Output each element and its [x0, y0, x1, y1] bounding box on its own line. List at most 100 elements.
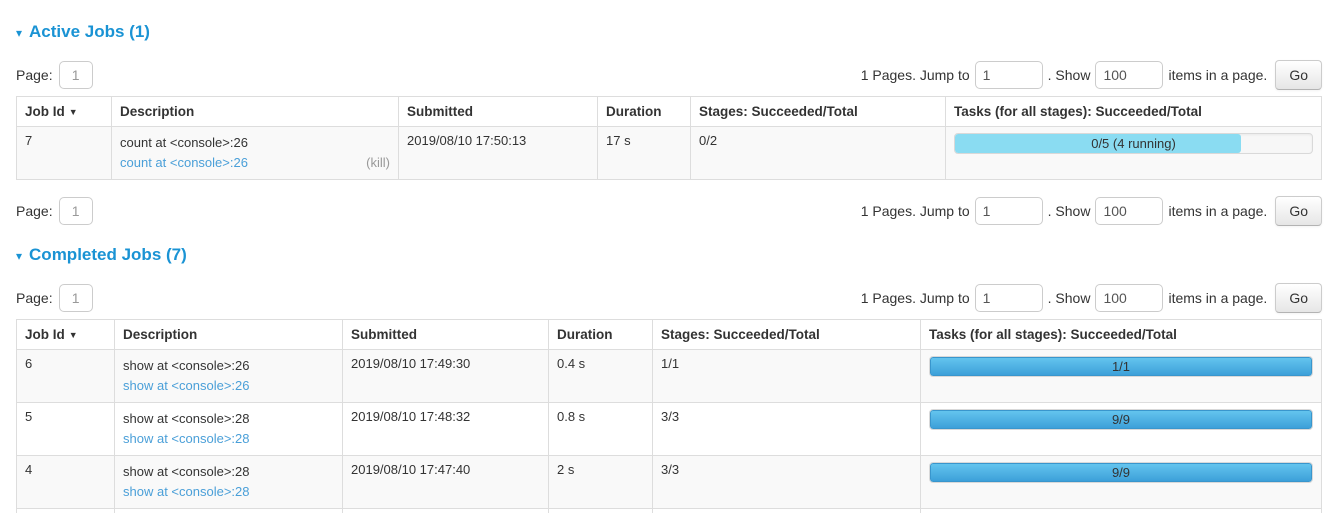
description-cell: count at <console>:26 count at <console>… — [111, 126, 399, 180]
stages-cell: 3/3 — [652, 455, 921, 509]
submitted-cell: 2019/08/10 17:48:32 — [342, 402, 549, 456]
tasks-progress-bar: 9/9 — [929, 409, 1313, 430]
kill-job-link[interactable]: (kill) — [366, 155, 390, 170]
stages-cell: 0/2 — [690, 126, 946, 180]
header-tasks[interactable]: Tasks (for all stages): Succeeded/Total — [920, 319, 1322, 350]
duration-cell: 0.8 s — [548, 402, 653, 456]
job-description: count at <console>:26 — [120, 135, 248, 150]
job-description: show at <console>:28 — [123, 411, 250, 426]
completed-jobs-title: Completed Jobs (7) — [29, 245, 187, 264]
header-tasks[interactable]: Tasks (for all stages): Succeeded/Total — [945, 96, 1322, 127]
completed-progress-fill — [930, 463, 1312, 482]
tasks-progress-bar: 1/1 — [929, 356, 1313, 377]
header-stages[interactable]: Stages: Succeeded/Total — [652, 319, 921, 350]
active-jobs-header[interactable]: ▾ Active Jobs (1) — [16, 22, 1322, 42]
table-row: 6 show at <console>:26 show at <console>… — [16, 349, 1322, 403]
job-detail-link[interactable]: show at <console>:28 — [123, 484, 250, 499]
active-jobs-table: Job Id ▼ Description Submitted Duration S… — [16, 96, 1322, 180]
chevron-down-icon: ▾ — [16, 26, 23, 40]
table-row: 7 count at <console>:26 count at <consol… — [16, 126, 1322, 180]
completed-pagination-top: Page: 1 Pages. Jump to . Show items in a… — [16, 283, 1322, 313]
progress-label: 1/1 — [1111, 359, 1131, 374]
pages-count-text: 1 Pages. Jump to — [860, 67, 970, 83]
header-submitted[interactable]: Submitted — [342, 319, 549, 350]
tasks-progress-bar: 9/9 — [929, 462, 1313, 483]
description-cell: show at <console>:28 show at <console>:2… — [114, 402, 343, 456]
description-cell: show at <console>:26 show at <console>:2… — [114, 349, 343, 403]
show-text: . Show — [1047, 290, 1091, 306]
active-jobs-title: Active Jobs (1) — [29, 22, 150, 41]
items-per-page-text: items in a page. — [1168, 203, 1268, 219]
job-id-cell: 4 — [16, 455, 115, 509]
stages-cell: 1/1 — [652, 349, 921, 403]
job-detail-link[interactable]: show at <console>:28 — [123, 431, 250, 446]
progress-label: 9/9 — [1111, 465, 1131, 480]
spark-jobs-page: ▾ Active Jobs (1) Page: 1 Pages. Jump to… — [0, 22, 1328, 513]
jump-to-page-input[interactable] — [974, 197, 1043, 225]
header-job-id[interactable]: Job Id ▼ — [16, 96, 112, 127]
duration-cell: 2 s — [548, 455, 653, 509]
header-duration[interactable]: Duration — [548, 319, 653, 350]
items-per-page-input[interactable] — [1095, 197, 1164, 225]
jump-to-page-input[interactable] — [974, 61, 1043, 89]
job-id-cell: 6 — [16, 349, 115, 403]
page-label: Page: — [16, 290, 53, 306]
job-id-cell: 7 — [16, 126, 112, 180]
job-id-cell: 5 — [16, 402, 115, 456]
items-per-page-text: items in a page. — [1168, 67, 1268, 83]
jump-to-page-input[interactable] — [974, 284, 1043, 312]
header-stages[interactable]: Stages: Succeeded/Total — [690, 96, 946, 127]
active-pagination-bottom: Page: 1 Pages. Jump to . Show items in a… — [16, 196, 1322, 226]
pages-count-text: 1 Pages. Jump to — [860, 290, 970, 306]
show-text: . Show — [1047, 67, 1091, 83]
tasks-progress-cell: 0/5 (4 running) — [945, 126, 1322, 180]
job-description: show at <console>:26 — [123, 358, 250, 373]
table-row: 5 show at <console>:28 show at <console>… — [16, 402, 1322, 456]
header-description[interactable]: Description — [114, 319, 343, 350]
progress-label: 9/9 — [1111, 412, 1131, 427]
page-number-input[interactable] — [58, 197, 93, 225]
table-row-partial — [16, 508, 1322, 513]
header-submitted[interactable]: Submitted — [398, 96, 598, 127]
sort-desc-icon: ▼ — [68, 107, 78, 117]
items-per-page-text: items in a page. — [1168, 290, 1268, 306]
header-duration[interactable]: Duration — [597, 96, 691, 127]
progress-label: 0/5 (4 running) — [1091, 136, 1176, 151]
items-per-page-input[interactable] — [1095, 61, 1164, 89]
tasks-progress-cell: 9/9 — [920, 402, 1322, 456]
go-button[interactable]: Go — [1275, 60, 1322, 90]
show-text: . Show — [1047, 203, 1091, 219]
header-description[interactable]: Description — [111, 96, 399, 127]
page-label: Page: — [16, 203, 53, 219]
completed-progress-fill — [930, 357, 1312, 376]
chevron-down-icon: ▾ — [16, 249, 23, 263]
submitted-cell: 2019/08/10 17:47:40 — [342, 455, 549, 509]
table-header-row: Job Id ▼ Description Submitted Duration S… — [16, 96, 1322, 127]
page-number-input[interactable] — [58, 61, 93, 89]
table-row: 4 show at <console>:28 show at <console>… — [16, 455, 1322, 509]
sort-desc-icon: ▼ — [68, 330, 78, 340]
pages-count-text: 1 Pages. Jump to — [860, 203, 970, 219]
duration-cell: 0.4 s — [548, 349, 653, 403]
job-detail-link[interactable]: count at <console>:26 — [120, 155, 248, 170]
go-button[interactable]: Go — [1275, 196, 1322, 226]
job-description: show at <console>:28 — [123, 464, 250, 479]
submitted-cell: 2019/08/10 17:50:13 — [398, 126, 598, 180]
header-job-id[interactable]: Job Id ▼ — [16, 319, 115, 350]
running-progress-fill — [955, 134, 1241, 153]
submitted-cell: 2019/08/10 17:49:30 — [342, 349, 549, 403]
page-label: Page: — [16, 67, 53, 83]
duration-cell: 17 s — [597, 126, 691, 180]
completed-jobs-table: Job Id ▼ Description Submitted Duration S… — [16, 319, 1322, 513]
active-pagination-top: Page: 1 Pages. Jump to . Show items in a… — [16, 60, 1322, 90]
tasks-progress-cell: 1/1 — [920, 349, 1322, 403]
table-header-row: Job Id ▼ Description Submitted Duration S… — [16, 319, 1322, 350]
description-cell: show at <console>:28 show at <console>:2… — [114, 455, 343, 509]
stages-cell: 3/3 — [652, 402, 921, 456]
items-per-page-input[interactable] — [1095, 284, 1164, 312]
tasks-progress-bar: 0/5 (4 running) — [954, 133, 1313, 154]
completed-jobs-header[interactable]: ▾ Completed Jobs (7) — [16, 245, 1322, 265]
go-button[interactable]: Go — [1275, 283, 1322, 313]
job-detail-link[interactable]: show at <console>:26 — [123, 378, 250, 393]
page-number-input[interactable] — [58, 284, 93, 312]
